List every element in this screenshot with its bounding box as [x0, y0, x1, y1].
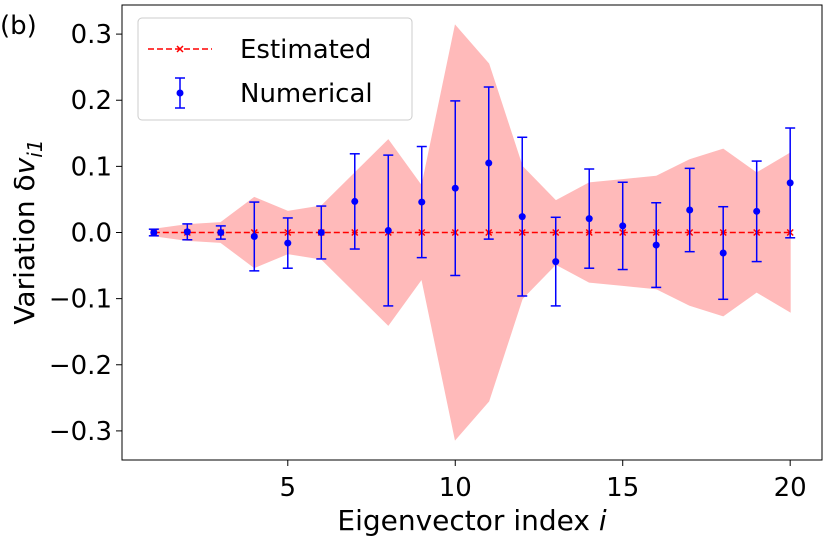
y-label-text: Variation δ — [8, 174, 41, 324]
numerical-point — [150, 229, 158, 236]
legend-marker — [176, 89, 184, 97]
numerical-point — [585, 215, 593, 223]
numerical-point — [686, 206, 694, 214]
x-tick-label: 5 — [280, 473, 297, 503]
x-label-text: Eigenvector index — [337, 504, 598, 537]
plot-frame — [121, 4, 823, 461]
numerical-point — [518, 213, 526, 221]
y-tick-label: 0.0 — [71, 219, 112, 249]
numerical-point — [250, 232, 258, 240]
y-tick-label: 0.1 — [71, 152, 112, 182]
legend-label: Estimated — [240, 35, 371, 65]
numerical-point — [652, 241, 660, 249]
x-label-var: i — [599, 504, 607, 537]
x-tick-label: 15 — [606, 473, 639, 503]
numerical-point — [753, 207, 761, 215]
numerical-point — [418, 198, 426, 206]
y-label-var: v — [8, 157, 41, 174]
numerical-point — [719, 249, 727, 257]
y-tick-label: 0.2 — [71, 86, 112, 116]
y-axis-label: Variation δvi1 — [8, 139, 47, 324]
y-tick-label: −0.1 — [49, 285, 112, 315]
panel-label: (b) — [0, 11, 37, 41]
y-tick-label: 0.3 — [71, 20, 112, 50]
numerical-point — [351, 197, 359, 205]
legend-box — [137, 17, 413, 121]
numerical-point — [183, 228, 191, 236]
numerical-point — [619, 222, 627, 230]
numerical-point — [284, 239, 292, 247]
numerical-point — [451, 184, 459, 192]
numerical-point — [384, 227, 392, 235]
x-tick-label: 10 — [439, 473, 472, 503]
y-label-sub: i1 — [23, 139, 47, 157]
legend-label: Numerical — [240, 79, 373, 109]
y-tick-label: −0.2 — [49, 351, 112, 381]
x-axis-label: Eigenvector index i — [337, 504, 606, 537]
x-tick-label: 20 — [774, 473, 807, 503]
numerical-point — [485, 159, 493, 167]
legend-marker — [176, 45, 184, 53]
y-tick-label: −0.3 — [49, 417, 112, 447]
numerical-point — [317, 229, 325, 236]
numerical-point — [786, 179, 794, 187]
numerical-point — [552, 258, 560, 266]
numerical-point — [217, 229, 225, 236]
